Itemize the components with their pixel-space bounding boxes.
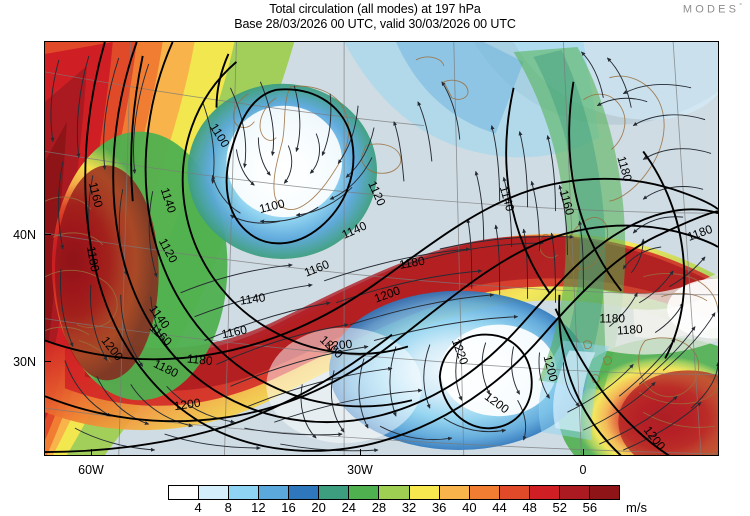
contour-label: 1200: [325, 337, 353, 354]
chart-title-block: Total circulation (all modes) at 197 hPa…: [0, 2, 750, 32]
map-canvas: 1100 1100 1140 1160 1180 1120 1140 1200 …: [45, 42, 718, 455]
wind-streamline-arrows: [50, 51, 718, 453]
axis-label-lon-60w: 60W: [78, 463, 104, 477]
modes-logo: MODES°: [683, 3, 742, 16]
colorbar-tick-12: 12: [251, 500, 266, 515]
colorbar-cell-3: [259, 486, 290, 499]
contour-label: 1180: [186, 352, 213, 369]
colorbar-tick-56: 56: [582, 500, 598, 515]
contour-label: 1180: [398, 254, 426, 272]
colorbar-cell-6: [349, 486, 380, 499]
colorbar-tick-28: 28: [371, 500, 387, 515]
colorbar-tick-16: 16: [281, 500, 296, 515]
axis-label-lon-30w: 30W: [347, 463, 373, 477]
page-title: Total circulation (all modes) at 197 hPa: [269, 2, 481, 16]
colorbar-cell-11: [499, 486, 530, 499]
colorbar-cell-0: [169, 486, 200, 499]
colorbar-cell-7: [379, 486, 410, 499]
contour-label: 1160: [220, 322, 248, 341]
contour-label: 1180: [614, 154, 635, 183]
modes-logo-text: MODES: [682, 3, 740, 16]
contour-label: 1140: [239, 290, 267, 307]
contour-label: 1180: [84, 245, 102, 273]
axis-label-lat-40n: 40N: [13, 228, 36, 242]
contour-label: 1200: [541, 354, 561, 383]
colorbar-tick-4: 4: [194, 500, 202, 515]
tick-lat-40n: [44, 234, 51, 236]
contour-label: 1140: [497, 184, 518, 213]
colorbar-unit-label: m/s: [626, 500, 647, 515]
colorbar-tick-32: 32: [401, 500, 417, 515]
colorbar-cell-4: [289, 486, 320, 499]
colorbar-cell-9: [439, 486, 470, 499]
colorbar-cell-1: [199, 486, 230, 499]
colorbar-tick-20: 20: [311, 500, 326, 515]
tick-lon-30w: [360, 449, 362, 456]
colorbar-cell-8: [409, 486, 440, 499]
colorbar-tick-44: 44: [492, 500, 507, 515]
tick-lon-0: [583, 449, 585, 456]
colorbar-cell-2: [229, 486, 260, 499]
colorbar-cell-10: [469, 486, 500, 499]
shaded-wind-speed-field: [45, 42, 718, 455]
colorbar-tick-52: 52: [552, 500, 567, 515]
colorbar-tick-48: 48: [522, 500, 537, 515]
tick-lat-30n: [44, 361, 51, 363]
geopotential-contours: [45, 42, 718, 455]
colorbar-tick-36: 36: [431, 500, 447, 515]
contour-label: 1180: [599, 312, 625, 326]
contour-label: 1200: [173, 396, 202, 414]
modes-logo-mark: °: [739, 3, 742, 10]
tick-lon-60w: [91, 449, 93, 456]
colorbar-cell-12: [529, 486, 560, 499]
colorbar-cell-5: [319, 486, 350, 499]
map-plot-area: 1100 1100 1140 1160 1180 1120 1140 1200 …: [44, 41, 719, 456]
contour-label: 1160: [557, 188, 578, 217]
colorbar: [168, 485, 620, 500]
axis-label-lon-0: 0: [579, 463, 587, 477]
colorbar-tick-8: 8: [224, 500, 232, 515]
coastlines: [45, 56, 718, 428]
contour-label: 1100: [258, 196, 287, 216]
colorbar-tick-40: 40: [462, 500, 477, 515]
chart-subtitle: Base 28/03/2026 00 UTC, valid 30/03/2026…: [234, 17, 516, 31]
colorbar-cell-13: [559, 486, 590, 499]
axis-label-lat-30n: 30N: [13, 355, 36, 369]
colorbar-cell-14: [589, 486, 619, 499]
contour-label: 1160: [86, 181, 106, 210]
contour-label: 1180: [617, 322, 644, 338]
colorbar-tick-24: 24: [341, 500, 357, 515]
